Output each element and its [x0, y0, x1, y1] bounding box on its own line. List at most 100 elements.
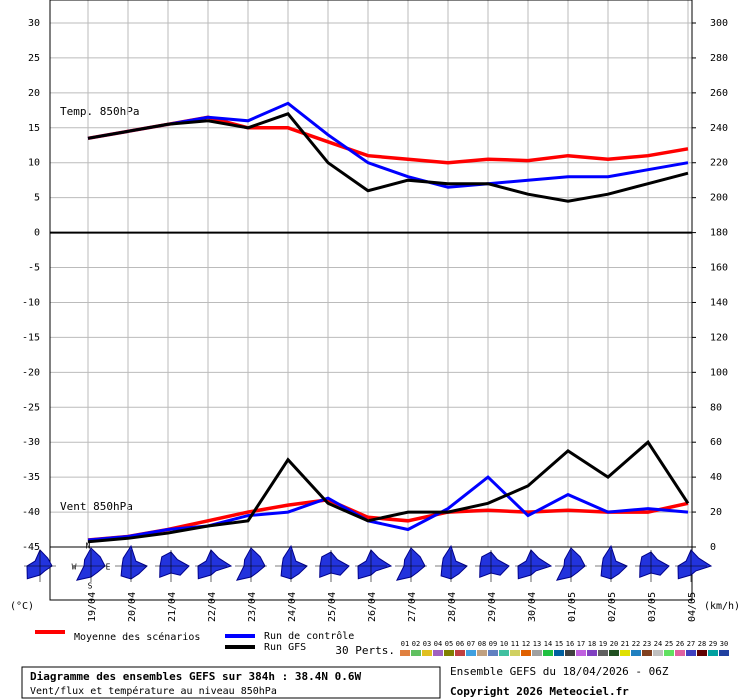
compass-label: W	[72, 563, 77, 572]
pert-number: 19	[599, 640, 607, 648]
y2-tick-label: 140	[710, 297, 728, 308]
x-tick-label: 25/04	[327, 592, 338, 622]
pert-swatch	[565, 650, 575, 656]
y-tick-label: 0	[34, 228, 40, 239]
pert-swatch	[455, 650, 465, 656]
legend-label: Run de contrôle	[264, 630, 354, 642]
series-line	[87, 112, 689, 203]
pert-swatch	[642, 650, 652, 656]
y2-tick-label: 120	[710, 332, 728, 343]
panel-label: Vent 850hPa	[60, 500, 133, 513]
pert-number: 03	[423, 640, 431, 648]
pert-swatch	[598, 650, 608, 656]
x-tick-label: 21/04	[167, 592, 178, 622]
y2-tick-label: 180	[710, 228, 728, 239]
x-tick-label: 01/05	[567, 592, 578, 622]
title: Diagramme des ensembles GEFS sur 384h : …	[30, 670, 362, 683]
pert-swatch	[411, 650, 421, 656]
pert-swatch	[631, 650, 641, 656]
y2-tick-label: 300	[710, 18, 728, 29]
perts-label: 30 Perts.	[335, 644, 395, 657]
legend-label: Moyenne des scénarios	[74, 631, 200, 643]
pert-swatch	[510, 650, 520, 656]
pert-number: 16	[566, 640, 574, 648]
run-info: Ensemble GEFS du 18/04/2026 - 06Z	[450, 665, 669, 678]
x-tick-label: 24/04	[287, 592, 298, 622]
pert-swatch	[609, 650, 619, 656]
pert-number: 02	[412, 640, 420, 648]
pert-number: 25	[665, 640, 673, 648]
pert-number: 17	[577, 640, 585, 648]
y2-axis-label: (km/h)	[704, 601, 740, 612]
pert-swatch	[400, 650, 410, 656]
x-tick-label: 29/04	[487, 592, 498, 622]
y2-tick-label: 80	[710, 402, 722, 413]
pert-number: 23	[643, 640, 651, 648]
y-tick-label: -45	[22, 542, 40, 553]
pert-swatch	[576, 650, 586, 656]
pert-number: 13	[533, 640, 541, 648]
y2-tick-label: 280	[710, 53, 728, 64]
pert-number: 12	[522, 640, 530, 648]
pert-number: 10	[500, 640, 508, 648]
pert-swatch	[466, 650, 476, 656]
pert-number: 20	[610, 640, 618, 648]
pert-swatch	[675, 650, 685, 656]
pert-swatch	[719, 650, 729, 656]
series-line	[87, 475, 689, 542]
panel-label: Temp. 850hPa	[60, 105, 139, 118]
x-tick-label: 28/04	[447, 592, 458, 622]
y2-tick-label: 0	[710, 542, 716, 553]
y2-tick-label: 260	[710, 88, 728, 99]
pert-number: 07	[467, 640, 475, 648]
x-tick-label: 30/04	[527, 592, 538, 622]
y-tick-label: -35	[22, 472, 40, 483]
pert-number: 14	[544, 640, 552, 648]
y-tick-label: -15	[22, 332, 40, 343]
pert-number: 15	[555, 640, 563, 648]
y-tick-label: 30	[28, 18, 40, 29]
pert-swatch	[532, 650, 542, 656]
pert-number: 18	[588, 640, 596, 648]
y-tick-label: 5	[34, 193, 40, 204]
pert-number: 01	[401, 640, 409, 648]
x-tick-label: 20/04	[127, 592, 138, 622]
x-tick-label: 27/04	[407, 592, 418, 622]
y-tick-label: -40	[22, 507, 40, 518]
y2-tick-label: 20	[710, 507, 722, 518]
pert-swatch	[433, 650, 443, 656]
pert-number: 04	[434, 640, 442, 648]
y-axis-label: (°C)	[10, 601, 34, 612]
compass-label: S	[88, 582, 93, 591]
y2-tick-label: 60	[710, 437, 722, 448]
pert-swatch	[664, 650, 674, 656]
pert-number: 08	[478, 640, 486, 648]
pert-swatch	[653, 650, 663, 656]
copyright: Copyright 2026 Meteociel.fr	[450, 685, 629, 698]
series-line	[87, 439, 690, 544]
x-tick-label: 02/05	[607, 592, 618, 622]
pert-number: 27	[687, 640, 695, 648]
x-tick-label: 04/05	[687, 592, 698, 622]
pert-number: 09	[489, 640, 497, 648]
y2-tick-label: 160	[710, 263, 728, 274]
pert-swatch	[686, 650, 696, 656]
pert-number: 24	[654, 640, 662, 648]
pert-swatch	[554, 650, 564, 656]
pert-swatch	[587, 650, 597, 656]
pert-number: 21	[621, 640, 629, 648]
legend-label: Run GFS	[264, 642, 306, 653]
y-tick-label: 25	[28, 53, 40, 64]
pert-swatch	[444, 650, 454, 656]
pert-swatch	[543, 650, 553, 656]
compass-label: E	[106, 563, 111, 572]
y2-tick-label: 220	[710, 158, 728, 169]
pert-swatch	[620, 650, 630, 656]
x-tick-label: 03/05	[647, 592, 658, 622]
pert-number: 06	[456, 640, 464, 648]
pert-number: 26	[676, 640, 684, 648]
title-box	[21, 666, 441, 699]
y2-tick-label: 200	[710, 193, 728, 204]
